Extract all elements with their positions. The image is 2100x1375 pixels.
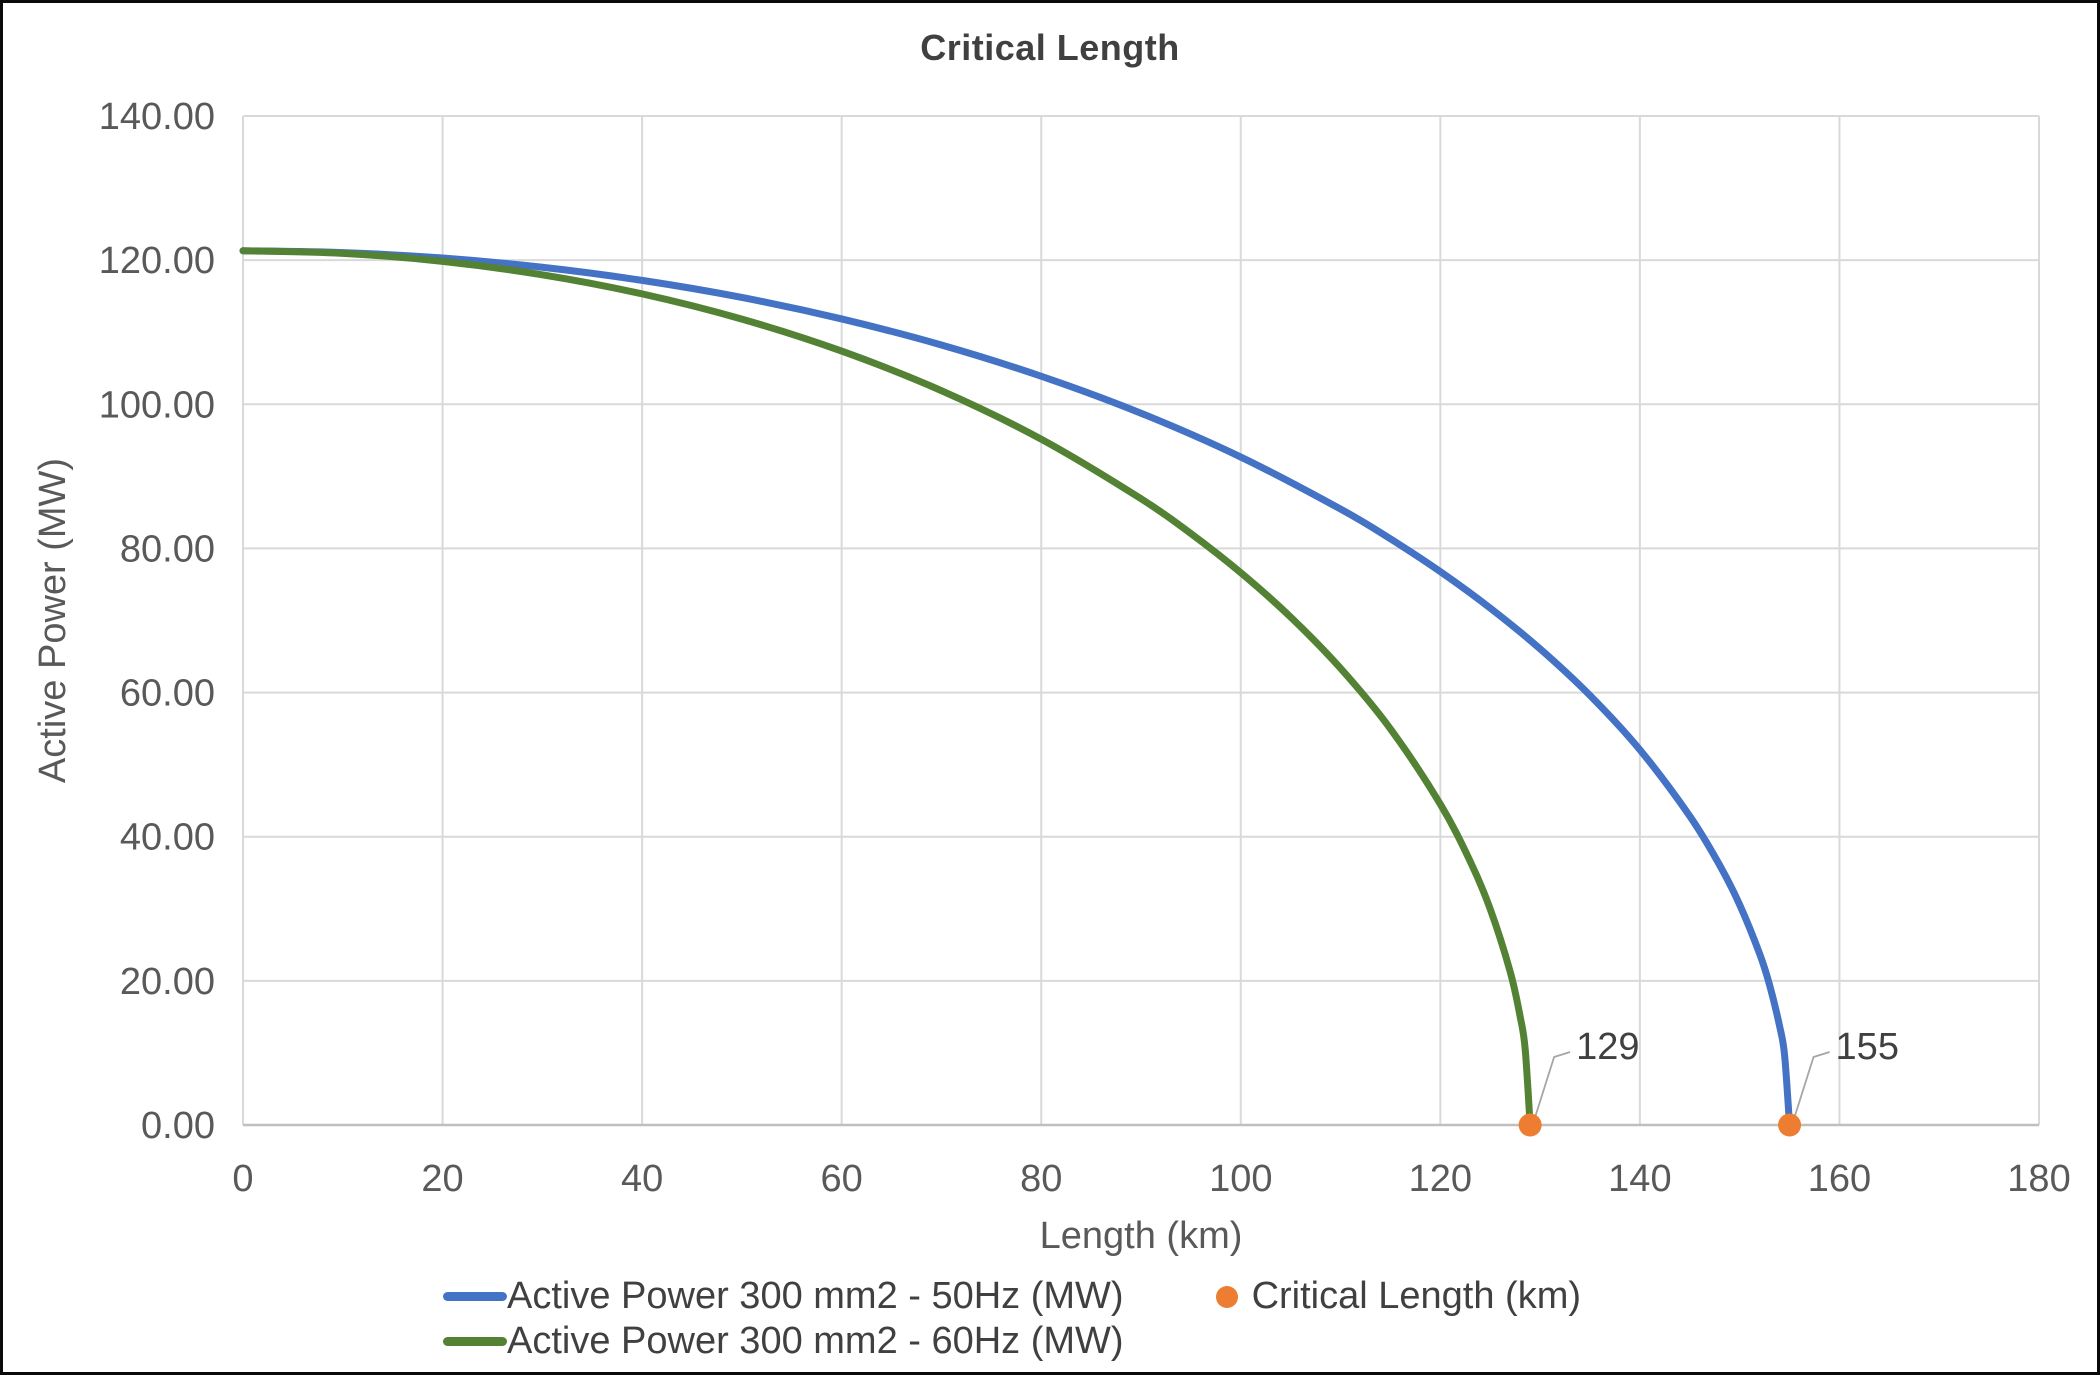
x-axis-title[interactable]: Length (km)	[1040, 1215, 1243, 1257]
legend-item[interactable]: Critical Length (km)	[1215, 1275, 1581, 1318]
legend-row: Active Power 300 mm2 - 60Hz (MW)	[443, 1319, 1581, 1364]
data-label-leader-line	[1534, 1051, 1571, 1118]
data-label[interactable]: 129	[1576, 1026, 1639, 1068]
legend-line-swatch	[443, 1337, 507, 1346]
x-axis-tick-label[interactable]: 20	[421, 1158, 463, 1200]
y-axis-tick-label[interactable]: 40.00	[120, 817, 215, 859]
series-curve-50hz[interactable]	[239, 247, 1794, 1129]
x-axis-tick-label[interactable]: 60	[821, 1158, 863, 1200]
x-axis-tick-label[interactable]: 160	[1808, 1158, 1871, 1200]
y-axis-tick-label[interactable]: 0.00	[141, 1105, 215, 1147]
legend-item[interactable]: Active Power 300 mm2 - 50Hz (MW)	[443, 1275, 1124, 1318]
x-axis-tick-label[interactable]: 40	[621, 1158, 663, 1200]
x-axis-tick-label[interactable]: 120	[1409, 1158, 1472, 1200]
critical-length-marker[interactable]	[1518, 1113, 1542, 1137]
x-axis-tick-label[interactable]: 0	[232, 1158, 253, 1200]
y-axis-tick-label[interactable]: 120.00	[99, 240, 215, 282]
y-axis-title[interactable]: Active Power (MW)	[32, 458, 74, 783]
legend-item-label: Active Power 300 mm2 - 60Hz (MW)	[507, 1320, 1124, 1362]
legend-item-label: Active Power 300 mm2 - 50Hz (MW)	[507, 1275, 1124, 1317]
data-label[interactable]: 155	[1836, 1026, 1899, 1068]
y-axis-tick-label[interactable]: 140.00	[99, 96, 215, 138]
legend-item[interactable]: Active Power 300 mm2 - 60Hz (MW)	[443, 1320, 1124, 1363]
plot-area: 129 155 0 20 40 60 80 100 120 140 160 180 0.00 20.00 4…	[32, 96, 2071, 1257]
x-axis-tick-label[interactable]: 140	[1608, 1158, 1671, 1200]
legend-line-swatch	[443, 1292, 507, 1301]
x-axis-tick-label[interactable]: 180	[2007, 1158, 2070, 1200]
y-axis-tick-label[interactable]: 20.00	[120, 961, 215, 1003]
y-axis-tick-label[interactable]: 100.00	[99, 384, 215, 426]
y-axis-tick-label[interactable]: 60.00	[120, 673, 215, 715]
critical-length-marker[interactable]	[1778, 1113, 1802, 1137]
legend-row: Active Power 300 mm2 - 50Hz (MW) Critical…	[443, 1274, 1581, 1319]
legend-item-label: Critical Length (km)	[1251, 1275, 1581, 1317]
legend-dot-swatch	[1215, 1285, 1238, 1308]
series-curve-60hz[interactable]	[239, 247, 1534, 1129]
x-axis-tick-label[interactable]: 100	[1209, 1158, 1272, 1200]
legend: Active Power 300 mm2 - 50Hz (MW) Critical…	[443, 1274, 1581, 1364]
data-label-leader-line	[1793, 1051, 1830, 1118]
x-axis-tick-label[interactable]: 80	[1020, 1158, 1062, 1200]
y-axis-tick-label[interactable]: 80.00	[120, 528, 215, 570]
chart-title[interactable]: Critical Length	[920, 27, 1180, 68]
